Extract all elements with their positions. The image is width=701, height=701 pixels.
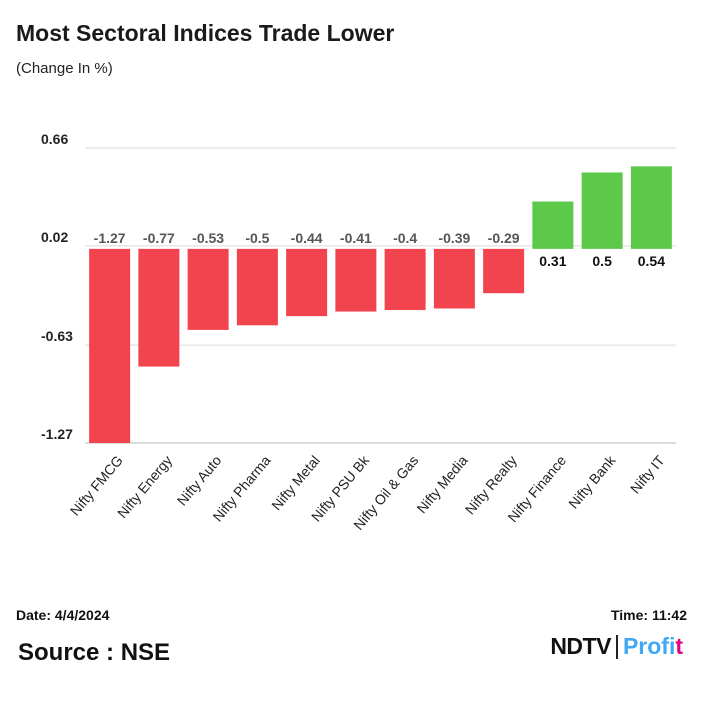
data-labels: -1.27 -0.77 -0.53 -0.5 -0.44 -0.41 -0.4 -0.39 -0… — [94, 230, 666, 269]
data-label: -1.27 — [94, 230, 126, 246]
y-tick-label: -0.63 — [41, 328, 73, 344]
data-label: -0.39 — [438, 230, 470, 246]
data-label: 0.5 — [592, 253, 612, 269]
bar-nifty-metal — [286, 248, 328, 317]
logo-separator — [615, 634, 618, 659]
logo-brand: NDTV — [550, 633, 611, 659]
date-label: Date: 4/4/2024 — [16, 607, 110, 623]
data-label: -0.29 — [488, 230, 520, 246]
category-label: Nifty IT — [627, 452, 668, 497]
data-label: -0.5 — [245, 230, 269, 246]
bar-nifty-energy — [138, 248, 180, 367]
y-axis-ticks: 0.66 0.02 -0.63 -1.27 — [41, 131, 73, 442]
y-tick-label: 0.02 — [41, 229, 68, 245]
bar-nifty-oil-gas — [384, 248, 426, 311]
bar-nifty-bank — [581, 172, 623, 249]
data-label: 0.54 — [638, 253, 665, 269]
ndtv-profit-logo: NDTV Profit — [550, 633, 683, 660]
data-label: -0.53 — [192, 230, 224, 246]
logo-product-accent: t — [675, 633, 683, 659]
bar-nifty-realty — [483, 248, 525, 294]
category-label: Nifty Bank — [565, 452, 619, 512]
data-label: -0.77 — [143, 230, 175, 246]
bar-nifty-auto — [187, 248, 229, 330]
logo-product: Profit — [623, 633, 683, 660]
source-label: Source : NSE — [18, 639, 171, 666]
bar-nifty-pharma — [236, 248, 278, 326]
logo-product-lead: Profi — [622, 633, 676, 659]
data-label: -0.4 — [393, 230, 417, 246]
category-label: Nifty Auto — [174, 452, 225, 508]
y-tick-label: 0.66 — [41, 131, 68, 147]
data-label: -0.44 — [291, 230, 323, 246]
chart-title: Most Sectoral Indices Trade Lower — [16, 20, 395, 46]
bar-nifty-fmcg — [89, 248, 131, 443]
bar-nifty-finance — [532, 201, 574, 249]
gridlines — [85, 147, 676, 444]
bars — [89, 166, 672, 443]
y-tick-label: -1.27 — [41, 426, 73, 442]
chart-subtitle: (Change In %) — [16, 60, 113, 77]
time-label: Time: 11:42 — [610, 607, 687, 623]
category-label: Nifty Metal — [268, 452, 323, 513]
bar-nifty-media — [433, 248, 475, 309]
bar-nifty-psu-bk — [335, 248, 377, 312]
bar-nifty-it — [630, 166, 672, 249]
data-label: -0.41 — [340, 230, 372, 246]
data-label: 0.31 — [539, 253, 566, 269]
